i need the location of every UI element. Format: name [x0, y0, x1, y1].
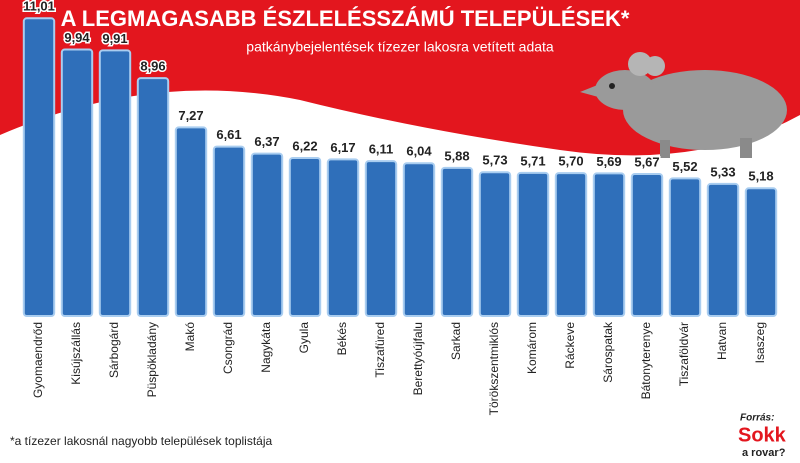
x-tick-label: Kisújszállás — [69, 322, 83, 385]
bar — [250, 152, 284, 317]
x-tick-label: Tiszaföldvár — [677, 322, 691, 386]
chart-title: A LEGMAGASABB ÉSZLELÉSSZÁMÚ TELEPÜLÉSEK* — [61, 6, 630, 31]
value-label: 5,73 — [482, 153, 507, 168]
value-label: 5,71 — [520, 153, 545, 168]
value-label: 5,69 — [596, 154, 621, 169]
bar — [592, 172, 626, 317]
x-tick-label: Tiszafüred — [373, 322, 387, 378]
x-tick-label: Nagykáta — [259, 322, 273, 373]
bar — [402, 162, 436, 317]
bar — [288, 156, 322, 317]
bar — [22, 17, 56, 318]
x-tick-label: Gyula — [297, 322, 311, 354]
x-tick-label: Püspökladány — [145, 322, 159, 397]
bar — [326, 158, 360, 317]
logo-sub: a rovar? — [742, 447, 786, 459]
value-label: 5,18 — [748, 169, 773, 184]
bar — [554, 172, 588, 317]
bar — [744, 187, 778, 318]
x-tick-label: Csongrád — [221, 322, 235, 374]
chart-subtitle: patkánybejelentések tízezer lakosra vetí… — [246, 39, 554, 55]
x-tick-label: Ráckeve — [563, 322, 577, 369]
value-label: 6,11 — [369, 142, 394, 157]
x-tick-label: Makó — [183, 322, 197, 352]
bar — [174, 126, 208, 317]
logo-main: Sokk — [738, 424, 787, 446]
x-tick-label: Hatvan — [715, 322, 729, 360]
bar — [478, 171, 512, 317]
value-label: 5,88 — [444, 148, 469, 163]
x-tick-label: Gyomaendrőd — [31, 322, 45, 398]
bar — [440, 166, 474, 317]
value-label: 5,52 — [672, 159, 697, 174]
footnote: *a tízezer lakosnál nagyobb települések … — [10, 434, 272, 448]
bar — [630, 172, 664, 317]
value-label: 9,91 — [102, 31, 127, 46]
value-label: 5,33 — [710, 164, 735, 179]
bar — [60, 48, 94, 317]
value-label: 6,17 — [330, 140, 355, 155]
value-label: 8,96 — [140, 59, 165, 74]
bar — [706, 182, 740, 317]
value-label: 11,01 — [23, 0, 55, 14]
bar — [98, 49, 132, 318]
x-tick-label: Sarkad — [449, 322, 463, 360]
rat-illustration — [580, 52, 787, 158]
x-tick-label: Sárospatak — [601, 321, 615, 383]
value-label: 7,27 — [178, 108, 203, 123]
value-label: 6,22 — [292, 138, 317, 153]
header-band — [0, 0, 800, 156]
x-tick-label: Isaszeg — [753, 322, 767, 363]
x-tick-label: Bátonyterenye — [639, 322, 653, 400]
bar — [668, 177, 702, 317]
bar — [212, 145, 246, 317]
x-tick-label: Berettyóújfalu — [411, 322, 425, 395]
value-label: 6,37 — [254, 134, 279, 149]
x-tick-label: Békés — [335, 322, 349, 355]
bar — [136, 77, 170, 317]
x-tick-label: Törökszentmiklós — [487, 322, 501, 415]
x-tick-label: Komárom — [525, 322, 539, 374]
x-tick-label: Sárbogárd — [107, 322, 121, 378]
value-label: 9,94 — [64, 30, 90, 45]
value-label: 5,67 — [634, 154, 659, 169]
bar — [516, 171, 550, 317]
value-label: 6,61 — [216, 127, 241, 142]
value-label: 5,70 — [558, 154, 583, 169]
source-label: Forrás: — [740, 413, 774, 424]
bar — [364, 160, 398, 317]
value-label: 6,04 — [406, 144, 432, 159]
